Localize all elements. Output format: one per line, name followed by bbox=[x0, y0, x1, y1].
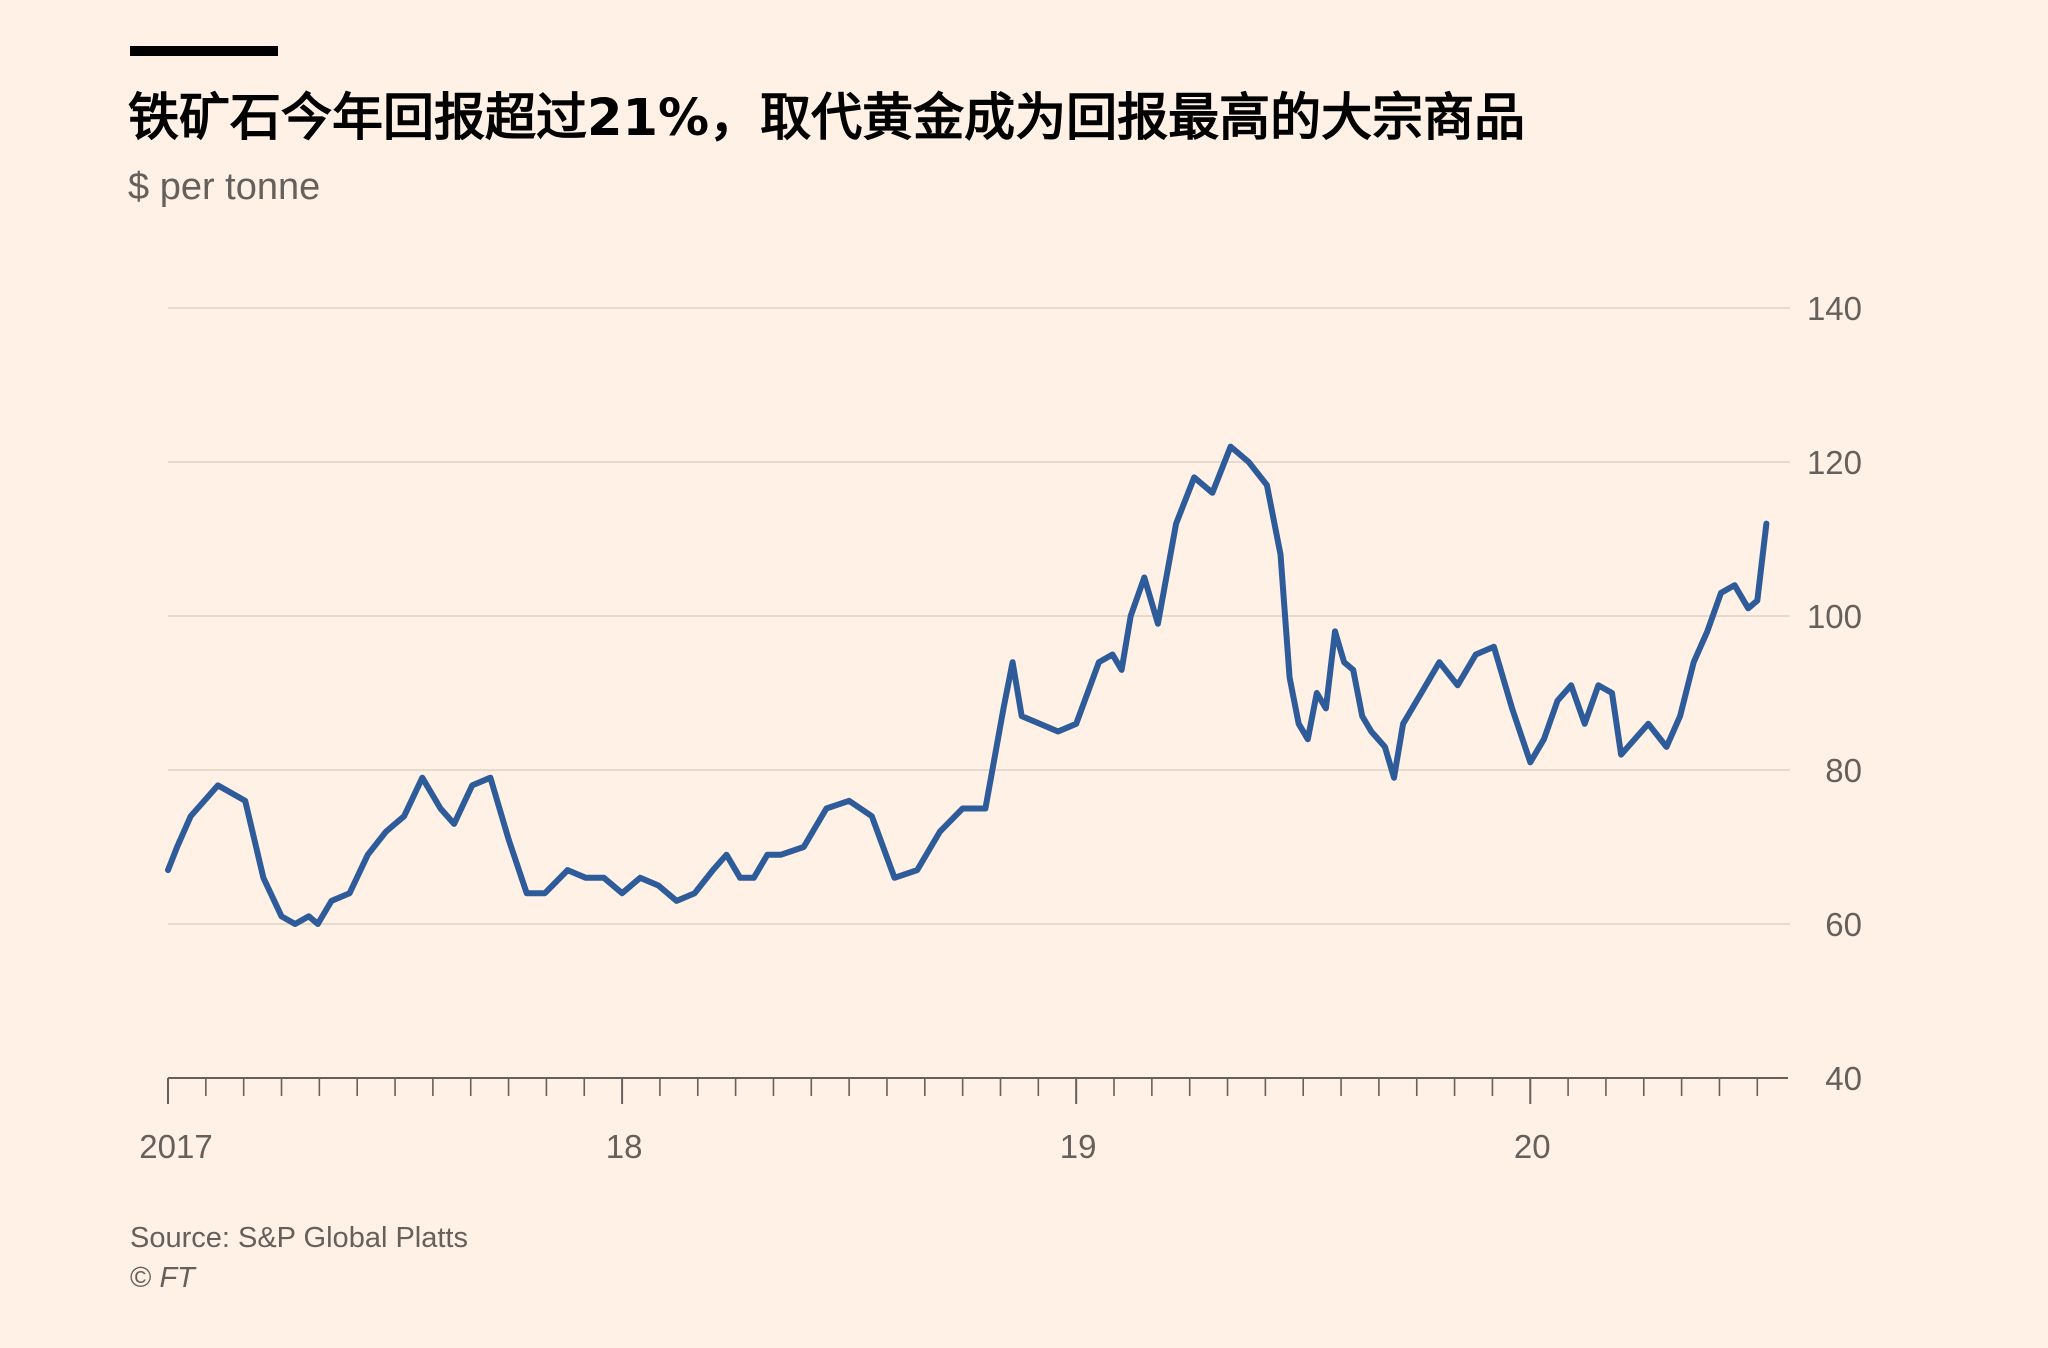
line-chart: 40 60 80 100 120 140 2017 18 19 20 bbox=[139, 290, 1862, 1165]
chart-unit-label: $ per tonne bbox=[128, 166, 321, 208]
source-note: Source: S&P Global Platts bbox=[130, 1222, 468, 1254]
x-tick-label-19: 19 bbox=[1060, 1128, 1097, 1165]
x-axis-tick-labels: 2017 18 19 20 bbox=[139, 1128, 1550, 1165]
y-tick-label-140: 140 bbox=[1807, 290, 1862, 327]
series-line-1 bbox=[165, 443, 1770, 927]
y-tick-label-60: 60 bbox=[1825, 906, 1862, 943]
x-tick-label-20: 20 bbox=[1514, 1128, 1551, 1165]
gridlines bbox=[168, 307, 1790, 925]
title-accent-bar bbox=[130, 46, 278, 56]
chart-title: 铁矿石今年回报超过21%，取代黄金成为回报最高的大宗商品 bbox=[128, 89, 1526, 148]
copyright-symbol: © bbox=[130, 1262, 152, 1294]
series-layer bbox=[165, 443, 1770, 927]
copyright-note: © FT bbox=[130, 1262, 195, 1295]
copyright-name: FT bbox=[159, 1262, 195, 1294]
y-tick-label-100: 100 bbox=[1807, 598, 1862, 635]
y-tick-label-120: 120 bbox=[1807, 444, 1862, 481]
y-tick-label-80: 80 bbox=[1825, 752, 1862, 789]
x-axis bbox=[167, 1077, 1788, 1104]
y-axis-tick-labels: 40 60 80 100 120 140 bbox=[1807, 290, 1862, 1097]
x-tick-label-18: 18 bbox=[606, 1128, 643, 1165]
y-tick-label-40: 40 bbox=[1825, 1060, 1862, 1097]
x-tick-label-2017: 2017 bbox=[139, 1128, 212, 1165]
